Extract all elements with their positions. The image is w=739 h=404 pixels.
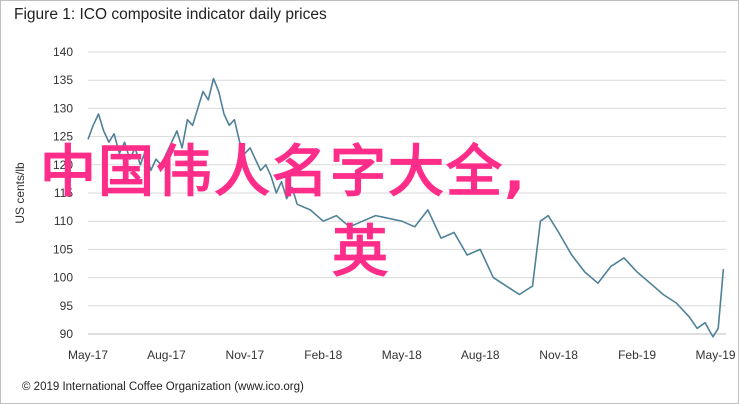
chart-title: Figure 1: ICO composite indicator daily … (14, 6, 327, 23)
y-tick-label: 90 (60, 327, 74, 341)
overlay-text-line1: 中国伟人名字大全, (40, 140, 528, 205)
grid-lines (88, 51, 726, 307)
y-tick-label: 115 (54, 186, 73, 200)
y-tick-label: 95 (60, 299, 74, 313)
x-tick-label: Nov-18 (539, 348, 578, 362)
y-tick-label: 100 (53, 271, 73, 285)
overlay-text-line2: 英 (332, 220, 390, 285)
x-tick-label: Nov-17 (226, 348, 265, 362)
x-tick-label: May-18 (382, 348, 422, 362)
y-tick-label: 105 (53, 242, 73, 256)
x-tick-label: May-17 (68, 348, 108, 362)
x-tick-label: Aug-17 (147, 348, 186, 362)
y-tick-label: 140 (53, 45, 73, 59)
series-layer (87, 77, 725, 338)
y-axis-label: US cents/lb (13, 162, 27, 224)
x-tick-label: Feb-18 (304, 348, 342, 362)
y-tick-label: 130 (53, 101, 73, 115)
y-tick-label: 125 (53, 130, 73, 144)
x-tick-label: May-19 (696, 348, 736, 362)
copyright-footer: © 2019 International Coffee Organization… (22, 381, 304, 393)
x-tick-label: Aug-18 (461, 348, 500, 362)
y-axis-ticks: 90 95 100 105 110 115 120 125 130 135 140 (53, 45, 73, 341)
y-tick-label: 135 (53, 73, 73, 87)
y-tick-label: 120 (53, 158, 73, 172)
y-tick-label: 110 (54, 214, 73, 228)
x-axis-ticks: May-17 Aug-17 Nov-17 Feb-18 May-18 Aug-18 Nov-… (68, 348, 736, 362)
x-tick-label: Feb-19 (618, 348, 656, 362)
price-series-line (87, 77, 725, 338)
